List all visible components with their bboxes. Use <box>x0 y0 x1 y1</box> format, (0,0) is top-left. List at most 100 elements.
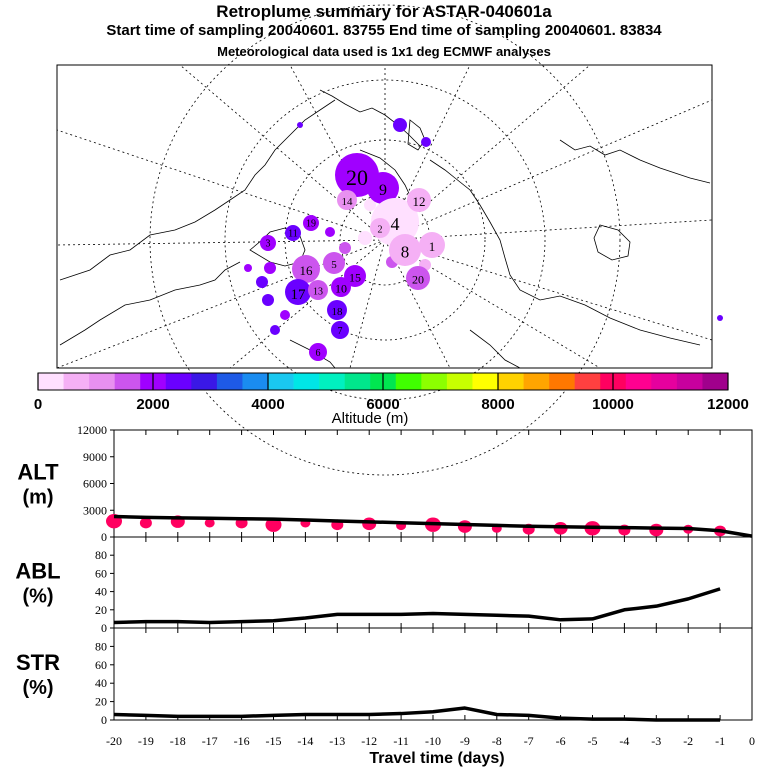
trajectory-cluster <box>407 188 431 212</box>
colorbar-label: Altitude (m) <box>332 410 409 427</box>
cluster-day-label: 11 <box>288 229 298 240</box>
cluster-day-label: 9 <box>379 182 387 199</box>
colorbar-tick-label: 0 <box>34 396 42 413</box>
colorbar-tick-label: 10000 <box>592 396 634 413</box>
x-tick-label: -14 <box>297 734 313 748</box>
y-tick-label: 9000 <box>83 450 107 464</box>
colorbar-swatch <box>293 373 320 390</box>
x-tick-label: -10 <box>425 734 441 748</box>
colorbar-swatch <box>216 373 243 390</box>
cluster-day-label: 14 <box>342 196 354 208</box>
series-line <box>113 587 721 625</box>
map-trajectory-points: 20 9 14 48 12 20 16 15 18 17 13 5 10 3 7 19 11 2 6 1 <box>244 118 723 361</box>
colorbar-swatch <box>702 373 729 390</box>
x-tick-label: -12 <box>361 734 377 748</box>
trajectory-point <box>262 294 274 306</box>
cluster-day-label: 20 <box>346 165 368 190</box>
trajectory-cluster <box>331 321 349 339</box>
y-tick-label: 20 <box>95 603 107 617</box>
cluster-day-label: 17 <box>291 287 307 303</box>
cluster-day-label: 7 <box>338 326 343 337</box>
colorbar-swatch <box>574 373 601 390</box>
retroplume-map: 20 9 14 48 12 20 16 15 18 17 13 5 10 3 7 19 11 2 6 1 <box>56 4 723 476</box>
cluster-day-label: 15 <box>349 270 361 284</box>
x-tick-label: -2 <box>683 734 693 748</box>
trajectory-point <box>256 276 268 288</box>
colorbar-swatch <box>191 373 218 390</box>
cluster-day-label: 8 <box>401 243 410 262</box>
trajectory-point <box>244 264 252 272</box>
colorbar-swatch <box>63 373 90 390</box>
colorbar-swatch <box>165 373 192 390</box>
cluster-day-label: 1 <box>429 239 436 254</box>
cluster-day-label: 5 <box>331 259 337 271</box>
colorbar-swatch <box>549 373 575 390</box>
x-tick-label: -3 <box>651 734 661 748</box>
colorbar-swatch <box>242 373 269 390</box>
time-series-panels: 030006000900012000ALT(m)020406080ABL(%)0… <box>15 423 755 748</box>
trajectory-cluster <box>331 277 351 297</box>
trajectory-cluster <box>406 266 430 290</box>
colorbar-swatch <box>395 373 422 390</box>
cluster-day-label: 13 <box>313 287 323 298</box>
colorbar-swatch <box>446 373 473 390</box>
series-line <box>113 706 721 722</box>
colorbar-swatch <box>268 373 294 390</box>
trajectory-cluster <box>309 343 327 361</box>
y-tick-label: 12000 <box>77 423 107 437</box>
trajectory-point <box>339 242 351 254</box>
x-tick-label: -17 <box>202 734 218 748</box>
colorbar-swatch <box>625 373 652 390</box>
trajectory-cluster <box>344 265 366 287</box>
panel-label: STR <box>16 650 60 675</box>
x-tick-label: -4 <box>619 734 629 748</box>
trajectory-point <box>325 227 335 237</box>
trajectory-point <box>393 118 407 132</box>
y-tick-label: 40 <box>95 676 107 690</box>
y-tick-label: 3000 <box>83 503 107 517</box>
y-tick-label: 6000 <box>83 477 107 491</box>
trajectory-cluster <box>370 218 390 238</box>
cluster-day-label: 3 <box>266 239 271 250</box>
trajectory-point <box>358 231 372 245</box>
panel-label: ABL <box>15 559 60 584</box>
panel-str: 0 20 40 60 80 STR(%) <box>16 627 753 727</box>
trajectory-point <box>717 315 723 321</box>
altitude-marker <box>204 518 215 528</box>
colorbar-tick-label: 4000 <box>251 396 284 413</box>
chart-title: Retroplume summary for ASTAR-040601a <box>216 2 552 21</box>
met-data-note: Meteorological data used is 1x1 deg ECMW… <box>217 44 551 59</box>
trajectory-point <box>297 122 303 128</box>
colorbar-swatch <box>523 373 550 390</box>
y-tick-label: 60 <box>95 658 107 672</box>
trajectory-cluster <box>419 232 445 258</box>
cluster-day-label: 12 <box>413 194 426 209</box>
altitude-marker <box>265 517 282 532</box>
panel-frame <box>113 627 753 721</box>
x-axis-label: Travel time (days) <box>369 750 504 767</box>
x-tick-label: -15 <box>266 734 282 748</box>
colorbar-swatch <box>114 373 141 390</box>
colorbar-swatch <box>38 373 64 390</box>
cluster-day-label: 19 <box>306 219 316 230</box>
map-coastlines <box>59 89 711 369</box>
y-tick-label: 0 <box>101 713 107 727</box>
x-tick-label: -16 <box>234 734 250 748</box>
trajectory-cluster <box>260 235 276 251</box>
x-tick-label: -6 <box>556 734 566 748</box>
colorbar-tick-label: 2000 <box>136 396 169 413</box>
altitude-marker <box>457 520 472 533</box>
trajectory-cluster <box>337 190 357 210</box>
trajectory-cluster <box>303 215 319 231</box>
panel-unit: (%) <box>22 677 53 699</box>
trajectory-cluster <box>367 172 399 204</box>
y-tick-label: 20 <box>95 695 107 709</box>
x-tick-label: -13 <box>329 734 345 748</box>
y-tick-label: 0 <box>101 621 107 635</box>
cluster-day-label: 20 <box>412 272 424 286</box>
altitude-marker <box>362 517 377 531</box>
colorbar-tick-label: 8000 <box>481 396 514 413</box>
colorbar-tick-label: 6000 <box>366 396 399 413</box>
colorbar-swatch <box>498 373 524 390</box>
y-tick-label: 60 <box>95 566 107 580</box>
